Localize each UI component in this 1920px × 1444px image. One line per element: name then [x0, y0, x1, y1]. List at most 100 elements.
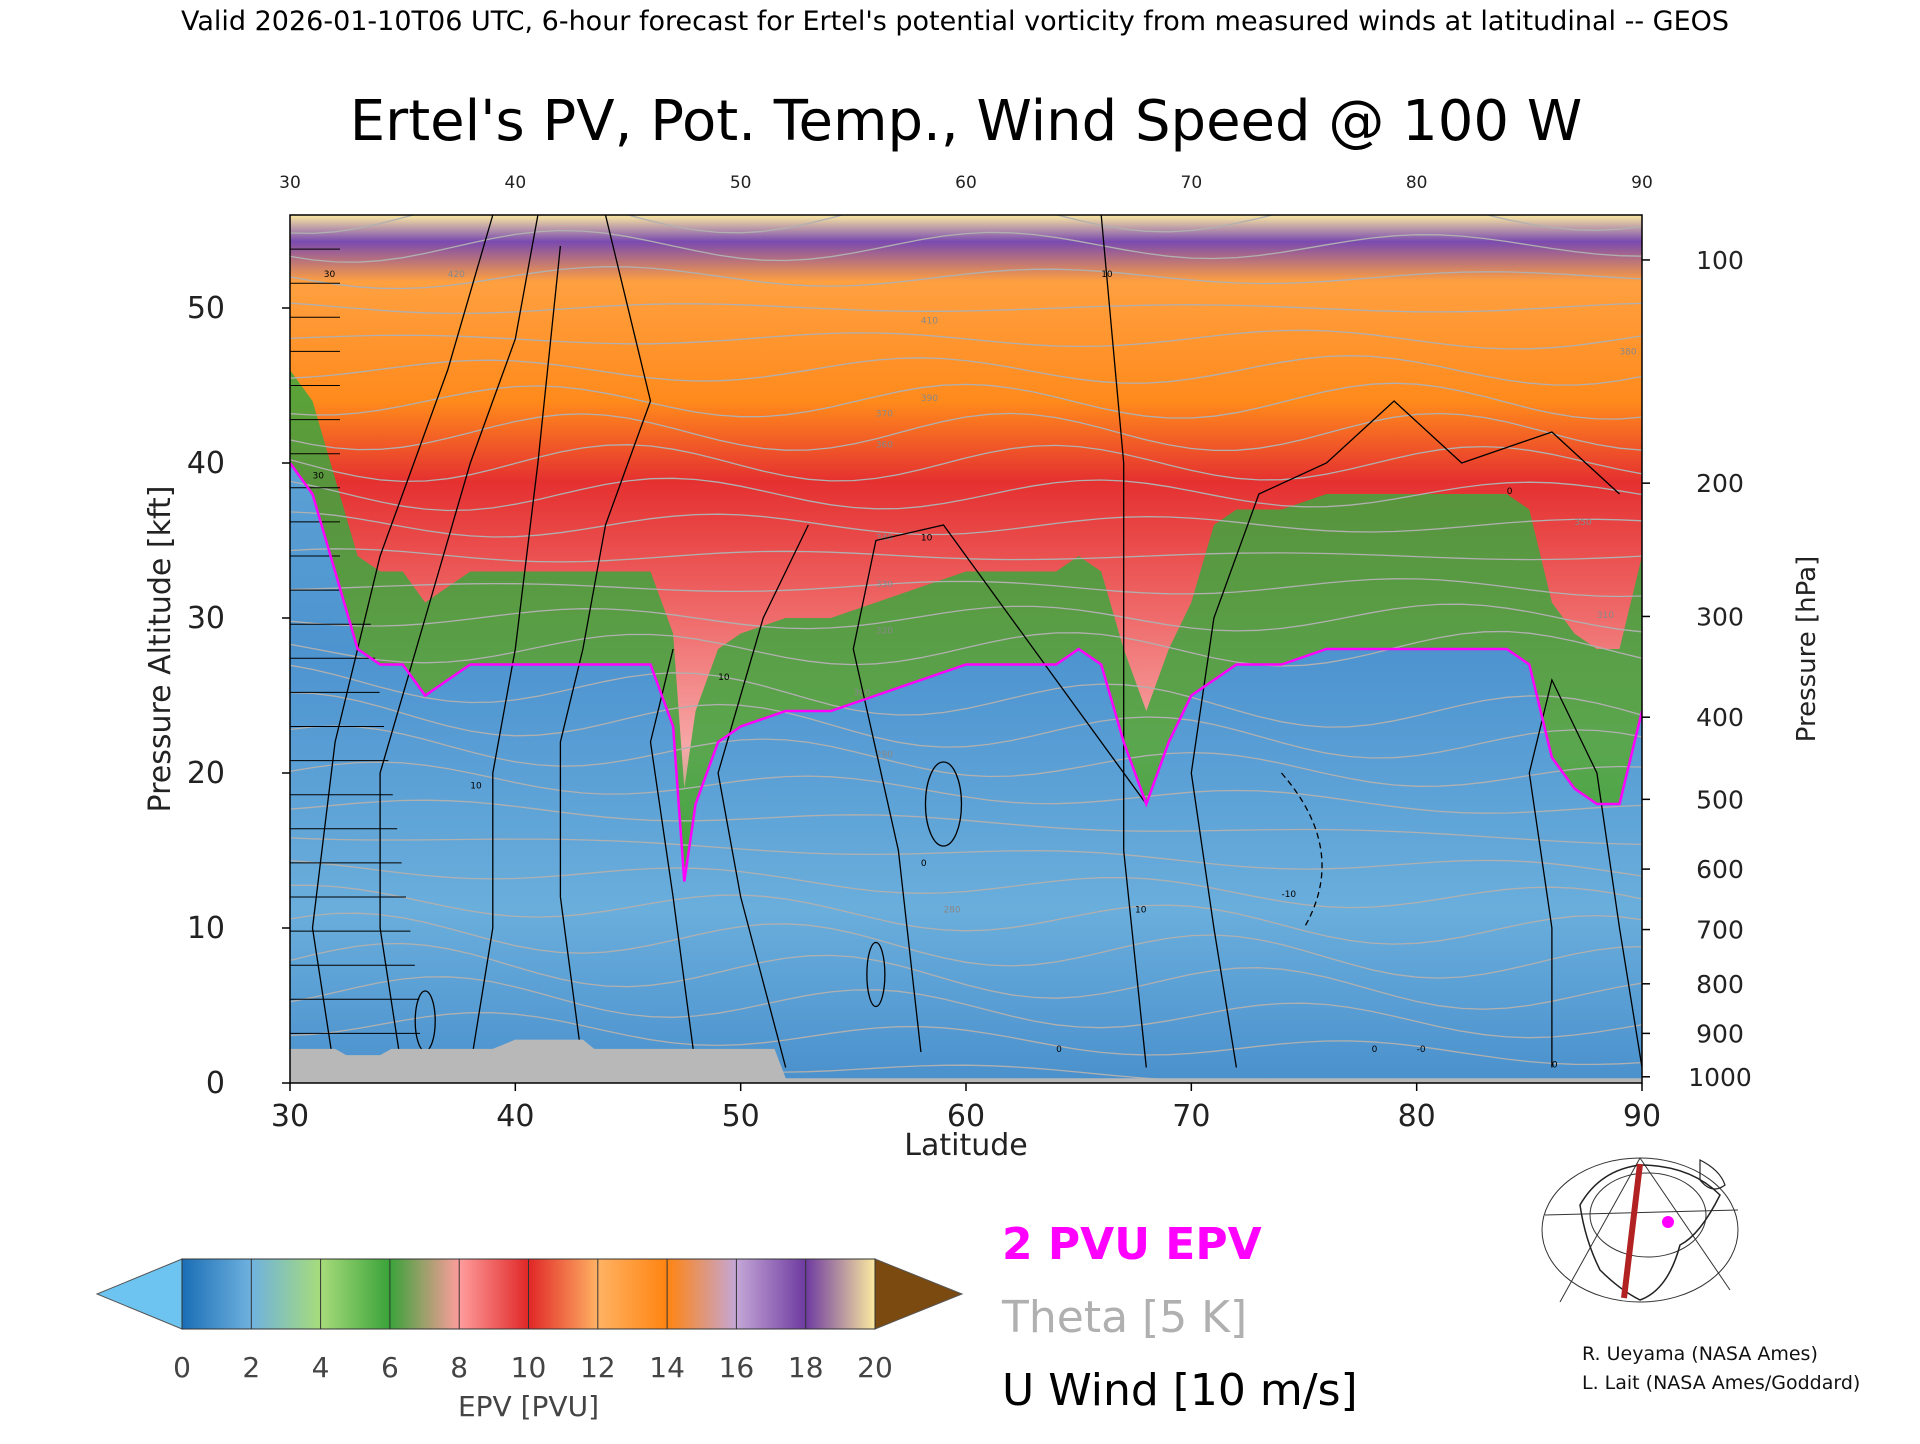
y-tick-label-right: 400 — [1696, 703, 1744, 732]
theta-contour — [290, 548, 1642, 563]
map-meridian-1 — [1559, 1157, 1641, 1303]
theta-contour — [290, 578, 1642, 598]
theta-contour — [290, 511, 1642, 538]
colorbar-tick-label: 6 — [381, 1351, 399, 1384]
y-tick-label-right: 800 — [1696, 970, 1744, 999]
theta-contour — [290, 691, 1642, 759]
wind-label: 0 — [921, 859, 927, 869]
y-axis-label-right: Pressure [hPa] — [1792, 556, 1822, 743]
theta-label: 360 — [876, 441, 893, 451]
colorbar-segment — [528, 1259, 598, 1329]
y-tick-label-right: 100 — [1696, 246, 1744, 275]
x-tick-label: 80 — [1398, 1099, 1436, 1134]
stratosphere-field — [290, 215, 1642, 882]
theta-contour — [290, 603, 1642, 633]
colorbar-segment — [320, 1259, 390, 1329]
theta-contour — [290, 859, 1642, 909]
theta-label: 290 — [876, 751, 893, 761]
theta-label: 390 — [921, 394, 938, 404]
legend-pv-label: 2 PVU EPV — [1002, 1219, 1262, 1270]
wind-label: -10 — [1281, 890, 1296, 900]
theta-contour — [290, 1012, 1642, 1066]
wind-label: 30 — [324, 270, 336, 280]
wind-label: 0 — [1372, 1045, 1378, 1055]
map-latitude-circle-inner — [1589, 1172, 1707, 1258]
theta-contour — [290, 664, 1642, 728]
theta-contour — [290, 444, 1642, 483]
colorbar-segment — [805, 1259, 875, 1329]
y-tick-label-right: 600 — [1696, 855, 1744, 884]
x-tick-label: 50 — [722, 1099, 760, 1134]
wind-label: 10 — [1101, 270, 1113, 280]
wind-contour — [379, 215, 539, 1076]
wind-closed-contour — [924, 761, 963, 847]
terrain-shape — [290, 1039, 1642, 1083]
colorbar-tick-label: 18 — [788, 1351, 824, 1384]
wind-label: 10 — [718, 673, 730, 683]
theta-contour — [290, 761, 1642, 814]
colorbar-segment — [736, 1259, 806, 1329]
x-tick-label: 40 — [496, 1099, 534, 1134]
colorbar-segment — [667, 1259, 737, 1329]
colorbar-tick-label: 10 — [511, 1351, 547, 1384]
map-inset — [1540, 1155, 1740, 1305]
green-band-layer — [290, 370, 1642, 882]
theta-contour — [290, 229, 1642, 263]
top-tick-label: 50 — [730, 173, 752, 193]
x-tick-label: 70 — [1172, 1099, 1210, 1134]
colorbar-segment — [251, 1259, 321, 1329]
theta-contour — [290, 266, 1642, 290]
wind-label: 10 — [470, 782, 482, 792]
credit-line-1: R. Ueyama (NASA Ames) — [1582, 1343, 1818, 1365]
theta-contour — [290, 355, 1642, 386]
wind-contour — [1190, 400, 1620, 1068]
y-tick-label-right: 900 — [1696, 1019, 1744, 1048]
theta-contour — [290, 976, 1642, 1039]
colorbar-tick-label: 14 — [649, 1351, 685, 1384]
epv-colorbar: 0 2 4 6 8 10 12 14 16 18 20 EPV [PVU] — [95, 1258, 964, 1423]
map-greenland-outline — [1699, 1159, 1726, 1190]
top-tick-label: 60 — [955, 173, 977, 193]
colorbar-tick-label: 2 — [242, 1351, 260, 1384]
wind-contour — [559, 215, 652, 1068]
y-tick-label-right: 500 — [1696, 785, 1744, 814]
theta-contour — [290, 302, 1642, 315]
wind-contour — [1100, 215, 1147, 1068]
wind-closed-contour — [866, 941, 886, 1008]
chart-title: Ertel's PV, Pot. Temp., Wind Speed @ 100… — [350, 89, 1582, 154]
wind-label: 0 — [1056, 1045, 1062, 1055]
y-tick-label-left: 30 — [187, 601, 225, 636]
colorbar-tick-label: 16 — [719, 1351, 755, 1384]
colorbar-tick-label: 12 — [580, 1351, 616, 1384]
theta-label: 320 — [876, 627, 893, 637]
map-transect-line — [1621, 1163, 1643, 1299]
colorbar-over-arrow — [874, 1258, 964, 1330]
theta-label: 410 — [921, 317, 938, 327]
theta-contour — [290, 725, 1642, 787]
theta-label: 380 — [1619, 348, 1636, 358]
top-tick-label: 70 — [1181, 173, 1203, 193]
wind-label: 0 — [1507, 487, 1513, 497]
y-tick-label-left: 50 — [187, 291, 225, 326]
colorbar-tick-label: 20 — [857, 1351, 893, 1384]
theta-contour — [290, 942, 1642, 1010]
y-tick-label-left: 40 — [187, 446, 225, 481]
theta-contour — [290, 412, 1642, 452]
theta-contour — [290, 799, 1642, 846]
wind-contour — [717, 524, 809, 1068]
y-tick-label-left: 10 — [187, 911, 225, 946]
pv-2pvu-contour — [290, 462, 1642, 882]
map-meridian-3 — [1544, 1209, 1739, 1216]
theta-contour — [290, 382, 1642, 420]
legend-wind-label: U Wind [10 m/s] — [1002, 1365, 1358, 1416]
y-tick-label-right: 1000 — [1688, 1063, 1752, 1092]
theta-label: 420 — [448, 270, 465, 280]
x-axis-label: Latitude — [904, 1128, 1027, 1163]
wind-label: 10 — [1135, 906, 1147, 916]
x-tick-label: 60 — [947, 1099, 985, 1134]
wind-contour — [852, 524, 1147, 1053]
theta-label: 300 — [853, 689, 870, 699]
map-location-marker — [1662, 1216, 1674, 1228]
